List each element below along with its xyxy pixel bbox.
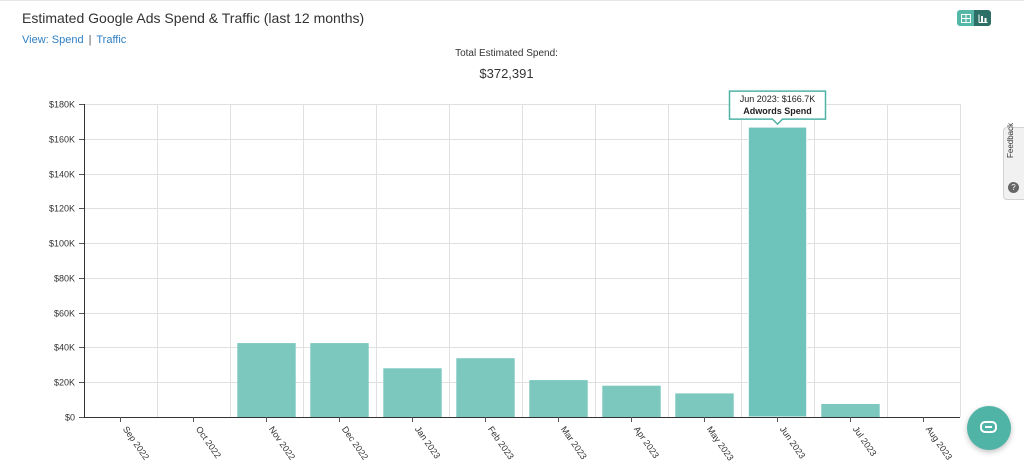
y-tick-label: $20K [54,378,75,388]
bar-jul-2023[interactable] [821,404,880,417]
bar-feb-2023[interactable] [456,358,515,417]
chart-view-button[interactable] [974,10,991,26]
view-mode-toggle [957,10,991,26]
grid-layer [84,104,961,418]
y-tick-label: $120K [49,204,75,214]
x-tick-label: Jan 2023 [413,424,442,460]
help-icon: ? [1008,182,1019,193]
x-tick-label: Aug 2023 [924,424,954,461]
bar-chart-icon [978,14,987,23]
y-tick-label: $60K [54,309,75,319]
x-tick-label: Jul 2023 [851,424,879,458]
y-tick-label: $180K [49,100,75,110]
y-tick-label: $80K [54,274,75,284]
feedback-label: Feedback [1006,122,1015,158]
chat-icon [980,421,997,433]
y-tick-label: $0 [65,413,75,423]
bar-may-2023[interactable] [675,393,734,417]
view-switcher: View: Spend | Traffic [22,34,126,46]
x-tick-label: Dec 2022 [340,424,370,461]
total-spend-value: $372,391 [479,66,534,81]
x-tick-label: Oct 2022 [194,424,223,460]
top-divider [0,0,1024,1]
y-tick-label: $140K [49,170,75,180]
table-icon [960,13,971,23]
view-traffic-link[interactable]: Traffic [96,34,127,46]
x-tick-label: Feb 2023 [486,424,516,461]
y-tick-label: $40K [54,343,75,353]
view-spend-link[interactable]: Spend [51,34,84,46]
bar-jan-2023[interactable] [383,368,442,417]
tooltip-value: Jun 2023: $166.7K [740,94,816,104]
x-tick-label: Mar 2023 [559,424,589,461]
bar-apr-2023[interactable] [602,385,661,417]
x-tick-label: Sep 2022 [121,424,151,461]
y-tick-label: $100K [49,239,75,249]
x-tick-label: Apr 2023 [632,424,661,460]
tooltip: Jun 2023: $166.7K Adwords Spend [728,90,827,126]
total-spend-label: Total Estimated Spend: [455,48,558,59]
table-view-button[interactable] [957,10,974,26]
tooltip-series: Adwords Spend [743,106,812,116]
bar-nov-2022[interactable] [237,343,296,417]
bar-layer [237,126,880,418]
chat-button[interactable] [967,406,1011,450]
bar-jun-2023[interactable] [747,126,808,418]
bar-dec-2022[interactable] [310,343,369,417]
x-tick-label: Jun 2023 [778,424,807,460]
feedback-tab[interactable]: Feedback ? [1003,123,1024,200]
x-tick-label: May 2023 [705,424,736,462]
bar-mar-2023[interactable] [529,380,588,417]
view-separator: | [88,34,92,46]
spend-bar-chart: $0 $20K $40K $60K $80K $100K $120K $140K $160K $1… [49,90,961,463]
x-tick-label: Nov 2022 [267,424,297,461]
chart-title: Estimated Google Ads Spend & Traffic (la… [22,10,365,26]
tooltip-box [728,90,827,126]
y-tick-label: $160K [49,135,75,145]
view-prefix: View: [22,34,49,46]
